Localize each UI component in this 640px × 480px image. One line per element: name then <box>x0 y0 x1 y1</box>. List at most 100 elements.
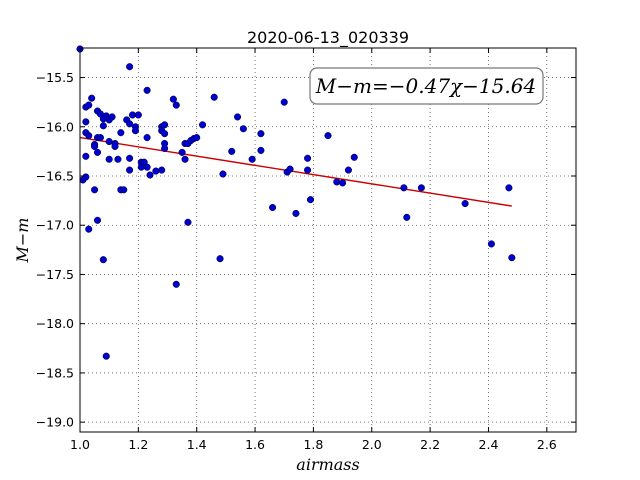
x-tick-label: 2.4 <box>479 437 499 452</box>
data-point <box>304 154 312 162</box>
data-point <box>105 155 113 163</box>
data-point <box>181 155 189 163</box>
x-tick-label: 2.6 <box>537 437 557 452</box>
data-point <box>161 144 169 152</box>
data-point <box>487 240 495 248</box>
data-point <box>108 113 116 121</box>
data-point <box>257 130 265 138</box>
data-point <box>193 134 201 142</box>
data-point <box>344 166 352 174</box>
data-point <box>210 93 218 101</box>
grid <box>79 48 576 432</box>
data-point <box>172 101 180 109</box>
data-point <box>324 132 332 140</box>
data-point <box>99 122 107 130</box>
data-point <box>184 218 192 226</box>
data-point <box>143 134 151 142</box>
data-point <box>234 113 242 121</box>
x-tick-label: 1.4 <box>187 437 207 452</box>
data-point <box>158 166 166 174</box>
data-point <box>93 148 102 156</box>
data-point <box>228 147 236 155</box>
x-tick-label: 2.0 <box>362 437 382 452</box>
data-point <box>292 209 300 217</box>
fit-annotation: M−m=−0.47χ−15.64 <box>309 67 544 105</box>
data-point <box>126 166 134 174</box>
data-point <box>85 101 93 109</box>
data-point <box>143 86 151 94</box>
data-point <box>131 127 139 135</box>
data-point <box>239 125 247 133</box>
x-tick-label: 1.6 <box>245 437 265 452</box>
plot-frame <box>79 47 577 433</box>
data-point <box>172 280 180 288</box>
data-point <box>126 63 134 71</box>
data-point <box>178 148 186 156</box>
fit-annotation-box <box>309 67 544 105</box>
data-point <box>88 94 96 102</box>
data-point <box>91 186 99 194</box>
data-point <box>146 171 154 179</box>
y-tick-label: −16.5 <box>36 169 74 184</box>
data-point <box>333 178 341 186</box>
x-tick-label: 1.2 <box>128 437 148 452</box>
data-point <box>111 142 119 151</box>
x-axis-label: airmass <box>296 455 359 474</box>
chart-title: 2020-06-13_020339 <box>247 28 409 48</box>
y-axis-label: M−m <box>13 218 32 264</box>
data-point <box>126 120 134 128</box>
y-tick-label: −15.5 <box>36 70 74 85</box>
data-point <box>198 121 207 129</box>
y-tick-label: −16.0 <box>36 119 74 134</box>
data-point <box>161 130 169 138</box>
data-point <box>216 255 224 263</box>
y-tick-label: −18.0 <box>36 316 74 331</box>
data-point <box>248 155 256 163</box>
data-point <box>82 152 90 160</box>
data-point <box>169 95 177 103</box>
data-point <box>114 155 122 163</box>
fit-layer <box>79 136 512 207</box>
data-point <box>505 184 513 192</box>
data-point <box>152 167 160 175</box>
fit-line <box>79 136 512 207</box>
data-point <box>82 118 90 126</box>
x-tick-label: 1.8 <box>303 437 323 452</box>
data-point <box>280 98 288 106</box>
data-point <box>85 225 93 233</box>
data-point <box>339 179 347 187</box>
data-point <box>508 254 516 262</box>
data-point <box>91 142 99 151</box>
ticks: 1.0 1.2 1.4 1.6 1.8 2.0 2.2 2.4 2.6 −15.5 −16.0 −16… <box>36 48 576 452</box>
data-point <box>99 256 107 264</box>
data-point <box>85 132 93 140</box>
data-point <box>257 146 265 154</box>
points-layer <box>76 45 516 360</box>
y-tick-label: −18.5 <box>36 365 74 380</box>
data-point <box>134 111 142 119</box>
x-tick-label: 2.2 <box>420 437 440 452</box>
data-point <box>102 352 110 360</box>
data-point <box>93 216 102 224</box>
data-point <box>417 184 425 192</box>
data-point <box>403 213 411 221</box>
data-point <box>306 196 315 204</box>
data-point <box>304 166 312 174</box>
fit-annotation-text: M−m=−0.47χ−15.64 <box>315 74 536 98</box>
data-point <box>219 170 227 178</box>
y-tick-label: −17.5 <box>36 267 74 282</box>
y-tick-label: −17.0 <box>36 218 74 233</box>
x-tick-label: 1.0 <box>70 437 90 452</box>
data-point <box>96 134 104 142</box>
data-point <box>120 186 128 194</box>
data-point <box>461 200 469 208</box>
data-point <box>350 153 358 161</box>
data-point <box>82 173 90 181</box>
data-point <box>117 129 125 137</box>
data-point <box>286 165 294 173</box>
data-point <box>400 184 408 192</box>
data-point <box>126 154 134 162</box>
data-point <box>161 121 169 129</box>
y-tick-label: −19.0 <box>36 415 74 430</box>
